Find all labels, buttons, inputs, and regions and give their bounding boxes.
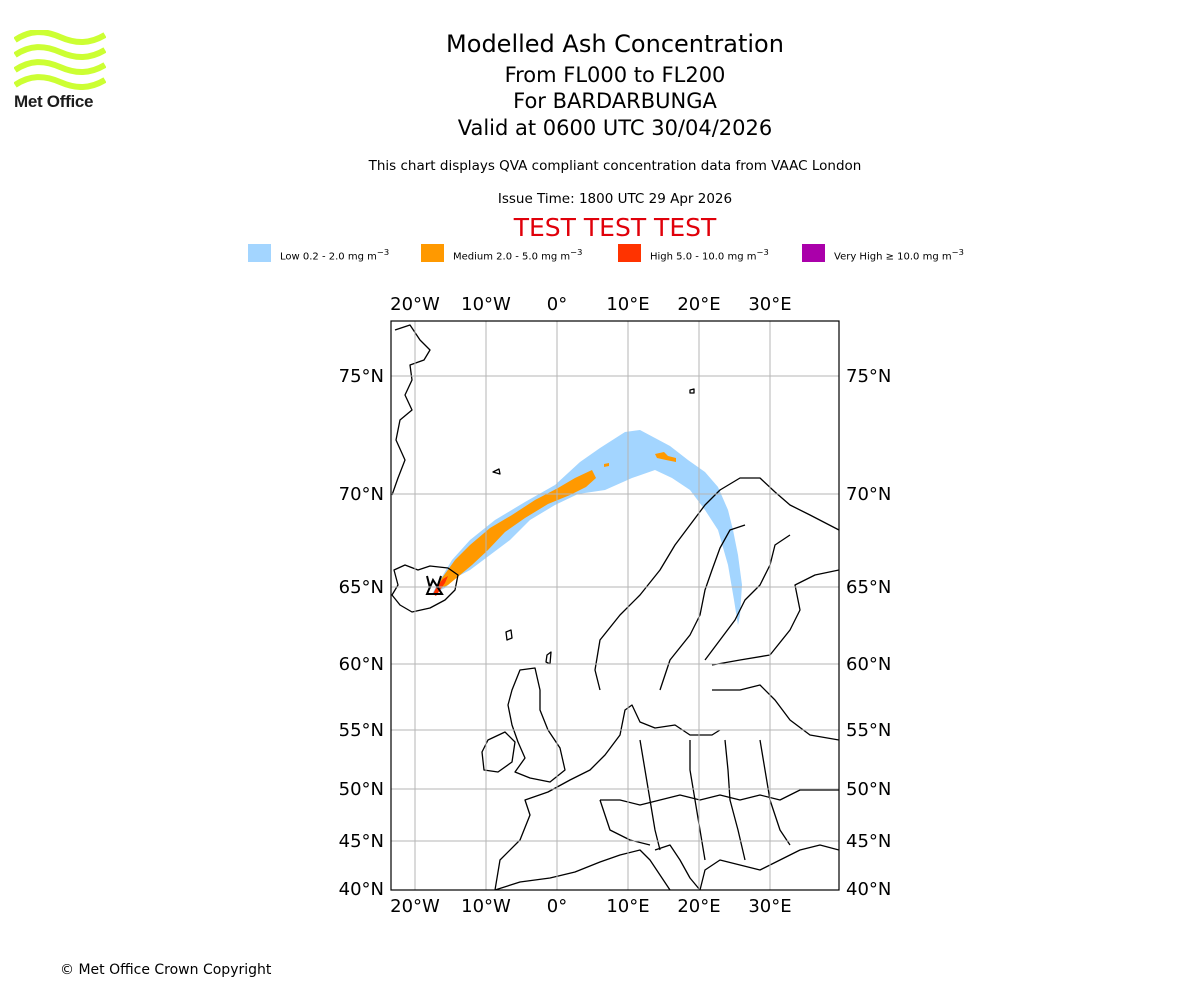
- lat-label-left: 75°N: [339, 366, 384, 387]
- volcano-name: For BARDARBUNGA: [513, 89, 717, 113]
- lat-label-right: 50°N: [846, 779, 891, 800]
- lat-label-right: 75°N: [846, 366, 891, 387]
- lat-label-left: 65°N: [339, 577, 384, 598]
- lat-label-left: 45°N: [339, 831, 384, 852]
- copyright: © Met Office Crown Copyright: [60, 962, 272, 978]
- lat-label-right: 45°N: [846, 831, 891, 852]
- lat-label-left: 60°N: [339, 654, 384, 675]
- lon-label-bottom: 0°: [547, 896, 567, 917]
- lat-label-left: 40°N: [339, 879, 384, 900]
- test-banner: TEST TEST TEST: [513, 213, 717, 242]
- lat-label-left: 70°N: [339, 484, 384, 505]
- volcano-marker-spike-right: [436, 575, 442, 589]
- lon-label-bottom: 20°W: [390, 896, 440, 917]
- lon-label-top: 20°W: [390, 294, 440, 315]
- met-office-logo: Met Office: [14, 30, 114, 112]
- valid-time: Valid at 0600 UTC 30/04/2026: [457, 116, 773, 140]
- lat-label-right: 60°N: [846, 654, 891, 675]
- coastlines: [391, 324, 839, 890]
- lat-label-left: 50°N: [339, 779, 384, 800]
- met-office-waves-icon: [14, 30, 106, 90]
- legend-label-high: High 5.0 - 10.0 mg m: [650, 251, 757, 263]
- lon-label-bottom: 10°E: [606, 896, 649, 917]
- logo-text: Met Office: [14, 92, 94, 111]
- legend-label-low: Low 0.2 - 2.0 mg m: [280, 251, 377, 263]
- issue-time: Issue Time: 1800 UTC 29 Apr 2026: [497, 191, 733, 207]
- volcano-marker-spike-left: [426, 575, 431, 589]
- legend-swatch-low: [248, 244, 271, 262]
- lat-label-left: 55°N: [339, 720, 384, 741]
- map-frame: [390, 320, 840, 891]
- chart-title: Modelled Ash Concentration: [446, 30, 784, 58]
- legend-label-medium: Medium 2.0 - 5.0 mg m: [453, 251, 571, 263]
- legend-swatch-high: [618, 244, 641, 262]
- lon-label-top: 20°E: [677, 294, 720, 315]
- ash-medium-speck: [604, 463, 609, 467]
- ash-medium-patch: [655, 452, 676, 462]
- subtitle: This chart displays QVA compliant concen…: [368, 158, 862, 174]
- legend-swatch-medium: [421, 244, 444, 262]
- ash-low-region: [432, 430, 742, 625]
- lon-label-top: 10°W: [461, 294, 511, 315]
- ash-medium-region: [434, 470, 596, 592]
- legend-swatch-very-high: [802, 244, 825, 262]
- lon-label-bottom: 10°W: [461, 896, 511, 917]
- gridlines: [391, 321, 839, 890]
- lon-label-top: 10°E: [606, 294, 649, 315]
- lon-label-top: 30°E: [748, 294, 791, 315]
- lon-label-bottom: 30°E: [748, 896, 791, 917]
- ash-high-region: [433, 576, 448, 596]
- legend-label-very-high: Very High ≥ 10.0 mg m: [834, 251, 952, 263]
- lat-label-right: 55°N: [846, 720, 891, 741]
- lat-label-right: 40°N: [846, 879, 891, 900]
- lon-label-top: 0°: [547, 294, 567, 315]
- lon-label-bottom: 20°E: [677, 896, 720, 917]
- flight-level-range: From FL000 to FL200: [504, 63, 726, 87]
- lat-label-right: 70°N: [846, 484, 891, 505]
- lat-label-right: 65°N: [846, 577, 891, 598]
